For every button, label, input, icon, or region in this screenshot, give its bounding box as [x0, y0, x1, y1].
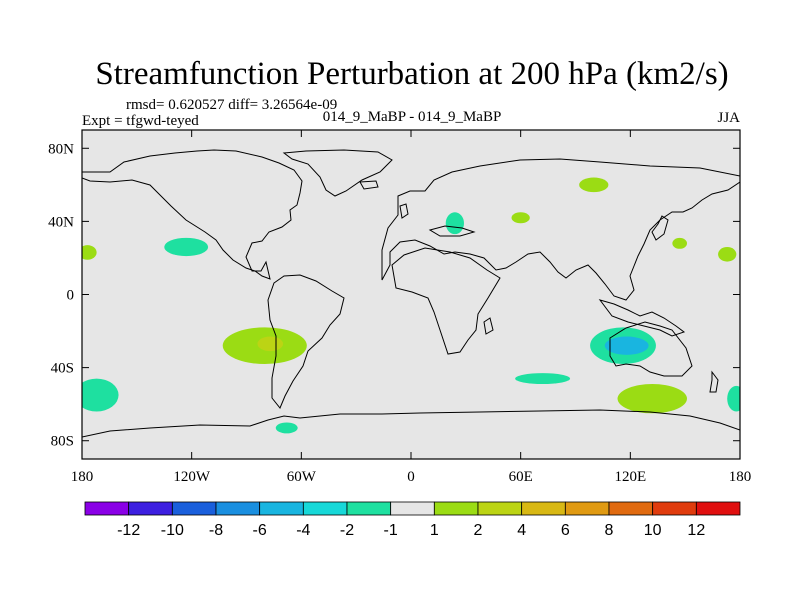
colorbar-box-10 — [521, 501, 566, 516]
experiment-text: Expt = tfgwd-teyed — [82, 113, 199, 129]
anomaly-blob-6 — [275, 422, 298, 434]
colorbar-label-9: 4 — [517, 522, 526, 539]
y-tick-label-2: 0 — [67, 288, 75, 304]
y-tick-label-3: 40S — [51, 361, 74, 377]
anomaly-blob-1 — [82, 245, 97, 260]
colorbar-label-6: -1 — [384, 522, 398, 539]
colorbar-label-0: -12 — [117, 522, 140, 539]
coastlines — [82, 149, 740, 438]
coastline-iceland — [359, 180, 379, 190]
colorbar-box-2 — [171, 501, 217, 516]
colorbar-box-1 — [128, 501, 173, 516]
colorbar-box-14 — [695, 501, 741, 516]
coastline-south-america — [267, 274, 345, 409]
coastline-indonesia — [598, 299, 686, 337]
x-tick-label-0: 180 — [71, 469, 94, 485]
coastline-eurasia — [381, 158, 740, 301]
colorbar-box-0 — [84, 501, 130, 516]
chart-title: Streamfunction Perturbation at 200 hPa (… — [95, 56, 728, 92]
colorbar-label-3: -6 — [253, 522, 267, 539]
anomaly-blob-10 — [672, 237, 687, 249]
colorbar-label-12: 10 — [644, 522, 662, 539]
anomaly-blob-5 — [82, 378, 119, 412]
colorbar-box-7 — [390, 501, 435, 516]
y-tick-label-4: 80S — [51, 434, 74, 450]
colorbar-label-5: -2 — [340, 522, 354, 539]
colorbar-label-11: 8 — [605, 522, 614, 539]
coastline-africa — [391, 247, 501, 355]
y-tick-label-0: 80N — [48, 141, 74, 157]
x-tick-label-2: 60W — [287, 469, 317, 485]
colorbar-box-11 — [564, 501, 610, 516]
stats-text: rmsd= 0.620527 diff= 3.26564e-09 — [126, 97, 337, 113]
anomaly-blob-7 — [445, 212, 465, 235]
colorbar-box-4 — [259, 501, 304, 516]
anomaly-blob-15 — [617, 384, 687, 414]
colorbar: -12 -10 -8 -6 -4 -2 -1 1 2 4 6 8 10 12 — [84, 501, 741, 539]
coastline-new-zealand — [709, 370, 719, 393]
anomaly-blob-11 — [718, 246, 737, 262]
coastline-australia — [609, 321, 693, 377]
y-tick-label-1: 40N — [48, 214, 74, 230]
coastline-japan — [651, 215, 669, 241]
anomaly-blob-2 — [164, 237, 209, 257]
colorbar-box-5 — [302, 501, 348, 516]
anomaly-layer — [82, 177, 740, 434]
colorbar-label-10: 6 — [561, 522, 570, 539]
colorbar-label-13: 12 — [687, 522, 705, 539]
colorbar-label-7: 1 — [430, 522, 439, 539]
colorbar-box-6 — [346, 501, 392, 516]
anomaly-blob-16 — [727, 385, 740, 412]
x-tick-label-3: 0 — [407, 469, 415, 485]
anomaly-blob-8 — [511, 212, 530, 224]
colorbar-box-12 — [608, 501, 654, 516]
colorbar-label-2: -8 — [209, 522, 223, 539]
coastline-north-america — [82, 149, 303, 280]
x-tick-label-1: 120W — [173, 469, 211, 485]
anomaly-blob-9 — [579, 177, 609, 193]
coastline-greenland — [282, 149, 393, 197]
colorbar-box-8 — [433, 501, 479, 516]
colorbar-label-1: -10 — [161, 522, 184, 539]
colorbar-label-4: -4 — [296, 522, 310, 539]
tick-layer: 180 120W 60W 0 60E 120E 180 80N 40N 0 40S 80S — [48, 130, 751, 485]
x-tick-label-5: 120E — [614, 469, 646, 485]
comparison-text: 014_9_MaBP - 014_9_MaBP — [323, 109, 502, 125]
coastline-mediterranean — [428, 225, 476, 237]
anomaly-blob-13 — [604, 336, 649, 355]
coastline-british-isles — [399, 203, 409, 219]
colorbar-box-9 — [477, 501, 523, 516]
anomaly-blob-14 — [515, 373, 571, 385]
x-tick-label-6: 180 — [729, 469, 752, 485]
colorbar-box-13 — [652, 501, 697, 516]
colorbar-label-8: 2 — [474, 522, 483, 539]
anomaly-blob-4 — [257, 336, 284, 352]
coastline-antarctica — [82, 409, 740, 438]
x-tick-label-4: 60E — [509, 469, 533, 485]
season-text: JJA — [717, 110, 740, 126]
colorbar-box-3 — [215, 501, 261, 516]
coastline-madagascar — [483, 317, 494, 335]
